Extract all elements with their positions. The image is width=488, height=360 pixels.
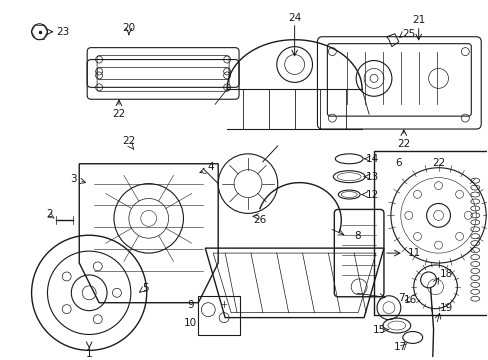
Text: 17: 17 xyxy=(393,342,407,352)
Text: 2: 2 xyxy=(46,210,53,219)
Text: 22: 22 xyxy=(431,158,444,168)
Text: 21: 21 xyxy=(411,15,425,25)
Text: 8: 8 xyxy=(353,231,360,241)
Text: 25: 25 xyxy=(401,29,414,39)
Bar xyxy=(373,151,487,315)
Text: 10: 10 xyxy=(183,318,197,328)
Text: 11: 11 xyxy=(407,248,421,258)
Text: 20: 20 xyxy=(122,23,135,33)
Text: 7: 7 xyxy=(398,293,404,303)
Text: 22: 22 xyxy=(112,109,125,119)
Text: 15: 15 xyxy=(371,324,385,334)
Text: 14: 14 xyxy=(365,154,378,164)
Text: 13: 13 xyxy=(365,172,378,182)
Circle shape xyxy=(62,305,71,314)
Circle shape xyxy=(93,262,102,271)
Text: 22: 22 xyxy=(122,136,135,146)
Text: 16: 16 xyxy=(403,295,417,305)
Text: 23: 23 xyxy=(57,27,70,37)
Circle shape xyxy=(62,272,71,281)
Text: 9: 9 xyxy=(187,300,193,310)
Circle shape xyxy=(112,288,121,297)
Text: 5: 5 xyxy=(142,283,149,293)
Text: 6: 6 xyxy=(395,158,401,168)
Text: 3: 3 xyxy=(70,174,77,184)
Text: 18: 18 xyxy=(439,269,452,279)
Text: 24: 24 xyxy=(287,13,301,23)
Text: 22: 22 xyxy=(396,139,409,149)
Text: 12: 12 xyxy=(365,189,378,199)
Circle shape xyxy=(93,315,102,324)
Text: 26: 26 xyxy=(253,215,266,225)
Text: 4: 4 xyxy=(206,162,213,172)
Bar xyxy=(198,296,240,336)
Text: 1: 1 xyxy=(86,349,92,359)
Text: 19: 19 xyxy=(439,303,452,313)
